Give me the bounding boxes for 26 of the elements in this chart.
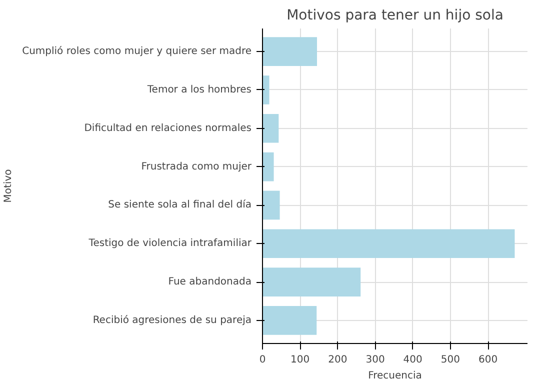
bar — [262, 152, 274, 182]
x-tick-label: 0 — [259, 354, 266, 366]
bar — [262, 190, 280, 220]
x-tick-label: 300 — [366, 354, 385, 366]
bar — [262, 37, 318, 66]
y-tick-label: Recibió agresiones de su pareja — [92, 314, 252, 326]
y-tick-label: Fue abandonada — [168, 276, 252, 288]
y-axis-title: Motivo — [3, 169, 14, 203]
x-tick-label: 200 — [328, 354, 348, 366]
bar — [262, 268, 361, 296]
bar — [262, 229, 515, 258]
y-tick-label: Frustrada como mujer — [141, 161, 252, 172]
x-axis-title: Frecuencia — [368, 370, 422, 382]
y-tick-label: Dificultad en relaciones normales — [84, 122, 252, 134]
chart-title: Motivos para tener un hijo sola — [286, 8, 504, 24]
y-tick-label: Testigo de violencia intrafamiliar — [88, 238, 252, 250]
x-tick-label: 400 — [403, 354, 422, 366]
x-tick-label: 500 — [440, 354, 460, 366]
bar — [262, 114, 279, 143]
y-tick-label: Se siente sola al final del día — [108, 200, 252, 211]
bar — [262, 76, 270, 104]
y-tick-label: Cumplió roles como mujer y quiere ser madre — [22, 46, 252, 58]
x-tick-label: 600 — [478, 354, 498, 366]
bar — [262, 306, 317, 335]
y-tick-label: Temor a los hombres — [146, 84, 252, 96]
x-tick-label: 100 — [290, 354, 310, 366]
